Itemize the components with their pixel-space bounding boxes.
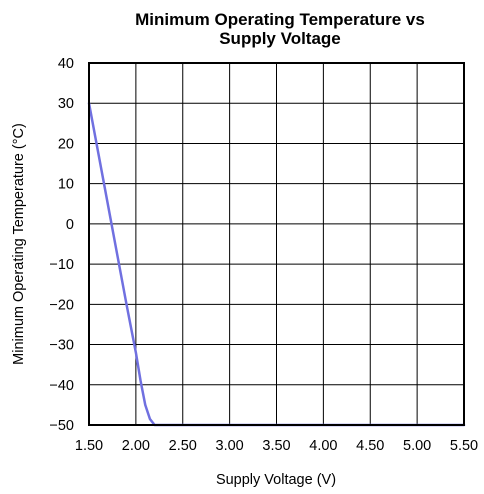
y-tick-label: 10	[58, 177, 74, 193]
y-tick-label: −40	[49, 378, 74, 394]
chart-title-line-2: Supply Voltage	[219, 29, 341, 48]
y-tick-label: 0	[66, 217, 74, 233]
x-tick-label: 2.50	[169, 438, 197, 454]
x-axis-title: Supply Voltage (V)	[216, 472, 336, 488]
plot-frame	[88, 62, 465, 426]
y-tick-label: −30	[49, 338, 74, 354]
x-tick-label: 4.00	[309, 438, 337, 454]
grid	[88, 62, 465, 426]
x-tick-label: 3.00	[216, 438, 244, 454]
y-tick-label: 40	[58, 56, 74, 72]
y-tick-labels: 40 30 20 10 0 −10 −20 −30 −40 −50	[49, 56, 74, 434]
x-tick-label: 1.50	[75, 438, 103, 454]
x-tick-label: 5.00	[403, 438, 431, 454]
y-axis-title: Minimum Operating Temperature (°C)	[11, 123, 27, 365]
x-tick-labels: 1.50 2.00 2.50 3.00 3.50 4.00 4.50 5.00 5.50	[75, 438, 478, 454]
y-tick-label: 30	[58, 96, 74, 112]
x-tick-label: 5.50	[450, 438, 478, 454]
y-tick-label: −20	[49, 297, 74, 313]
y-tick-label: −10	[49, 257, 74, 273]
y-tick-label: −50	[49, 418, 74, 434]
chart-title-line-1: Minimum Operating Temperature vs	[135, 10, 425, 29]
y-tick-label: 20	[58, 136, 74, 152]
x-tick-label: 4.50	[356, 438, 384, 454]
x-tick-label: 3.50	[262, 438, 290, 454]
x-tick-label: 2.00	[122, 438, 150, 454]
